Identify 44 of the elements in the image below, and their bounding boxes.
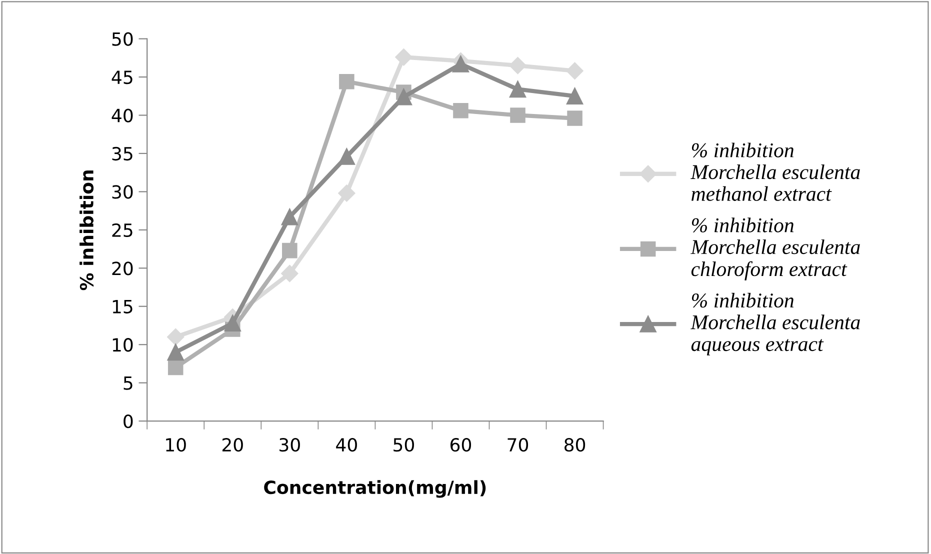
point — [281, 264, 298, 282]
point — [338, 148, 356, 165]
y-tick-label: 5 — [124, 376, 132, 390]
point — [567, 110, 582, 126]
point — [167, 344, 184, 361]
legend-label: % inhibition Morchella esculenta chloroform extract — [690, 218, 860, 280]
x-tick-label: 50 — [394, 438, 414, 452]
y-tick-label: 10 — [112, 338, 133, 352]
legend-label: % inhibition Morchella esculenta aqueous extract — [690, 292, 860, 356]
point — [339, 74, 354, 90]
point — [509, 80, 526, 98]
x-tick-label: 10 — [166, 438, 186, 452]
y-tick-label: 0 — [124, 414, 133, 428]
y-axis-title: % inhibition — [80, 170, 94, 290]
point — [509, 56, 526, 74]
point — [395, 48, 412, 66]
point — [168, 360, 184, 376]
point — [453, 103, 468, 118]
point — [338, 184, 356, 202]
x-tick-label: 20 — [222, 438, 243, 452]
point — [395, 88, 412, 106]
x-tick-label: 70 — [508, 438, 528, 452]
x-tick-label: 40 — [336, 438, 357, 452]
point — [167, 328, 184, 346]
x-axis-title: Concentration(mg/ml) — [264, 480, 486, 498]
y-tick-label: 30 — [112, 185, 133, 199]
y-tick-label: 45 — [112, 70, 132, 84]
y-tick-label: 40 — [112, 108, 133, 122]
point — [452, 56, 470, 72]
y-tick-label: 20 — [112, 262, 133, 276]
x-tick-label: 60 — [450, 438, 472, 452]
y-tick-label: 35 — [112, 146, 132, 161]
point — [281, 208, 298, 226]
legend-label: % inhibition Morchella esculenta methanol extract — [690, 142, 860, 201]
y-tick-label: 25 — [112, 223, 132, 238]
point — [224, 314, 241, 332]
point — [282, 242, 298, 258]
x-tick-label: 80 — [564, 438, 586, 452]
x-tick-label: 30 — [280, 438, 300, 452]
point — [566, 62, 584, 80]
point — [510, 108, 526, 123]
point — [566, 88, 584, 104]
y-tick-label: 50 — [112, 32, 133, 46]
y-tick-label: 15 — [112, 300, 132, 314]
